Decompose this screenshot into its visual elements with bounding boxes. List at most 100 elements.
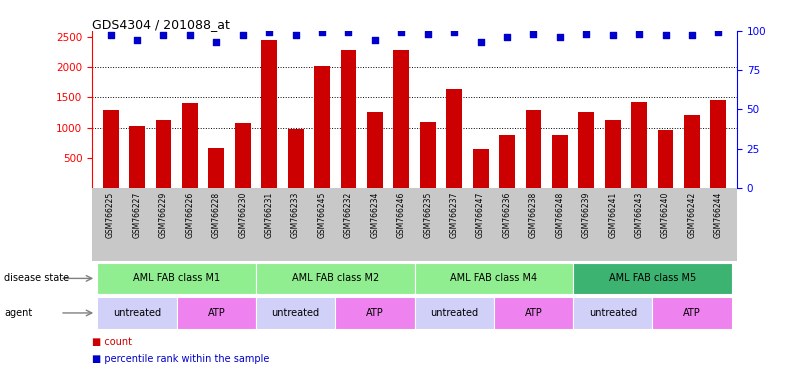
Text: untreated: untreated — [113, 308, 161, 318]
Text: GSM766242: GSM766242 — [687, 192, 697, 238]
Text: GSM766228: GSM766228 — [211, 192, 221, 238]
Bar — [605, 120, 621, 188]
Text: AML FAB class M2: AML FAB class M2 — [292, 273, 379, 283]
Bar — [98, 297, 177, 328]
Text: GSM766240: GSM766240 — [661, 192, 670, 238]
Point — [659, 32, 672, 38]
Text: GSM766244: GSM766244 — [714, 192, 723, 238]
Text: AML FAB class M4: AML FAB class M4 — [450, 273, 537, 283]
Bar — [336, 297, 415, 328]
Bar — [256, 263, 415, 294]
Text: GSM766237: GSM766237 — [449, 192, 459, 238]
Text: GSM766230: GSM766230 — [238, 192, 248, 238]
Bar — [103, 110, 119, 188]
Bar — [710, 100, 727, 188]
Bar — [420, 122, 436, 188]
Bar — [631, 101, 647, 188]
Text: ■ count: ■ count — [92, 337, 132, 347]
Point — [104, 32, 117, 38]
Point — [633, 31, 646, 37]
Bar — [367, 112, 383, 188]
Point — [236, 32, 249, 38]
Point — [289, 32, 302, 38]
Point — [606, 32, 619, 38]
Point — [474, 39, 487, 45]
Text: GSM766247: GSM766247 — [476, 192, 485, 238]
Bar — [393, 50, 409, 188]
Point — [131, 37, 143, 43]
Point — [712, 29, 725, 35]
Bar — [261, 40, 277, 188]
Bar — [573, 263, 731, 294]
Text: GSM766246: GSM766246 — [396, 192, 406, 238]
Text: GSM766236: GSM766236 — [502, 192, 512, 238]
Bar — [415, 263, 573, 294]
Text: untreated: untreated — [272, 308, 320, 318]
Point — [210, 39, 223, 45]
Bar — [182, 103, 198, 188]
Point — [686, 32, 698, 38]
Text: untreated: untreated — [589, 308, 637, 318]
Bar — [578, 112, 594, 188]
Text: GSM766241: GSM766241 — [608, 192, 618, 238]
Text: agent: agent — [4, 308, 32, 318]
Point — [263, 29, 276, 35]
Text: untreated: untreated — [430, 308, 478, 318]
Text: GSM766233: GSM766233 — [291, 192, 300, 238]
Text: ATP: ATP — [525, 308, 542, 318]
Bar — [129, 126, 145, 188]
Text: GSM766248: GSM766248 — [555, 192, 565, 238]
Bar — [684, 115, 700, 188]
Text: GSM766245: GSM766245 — [317, 192, 327, 238]
Bar — [525, 110, 541, 188]
Text: ■ percentile rank within the sample: ■ percentile rank within the sample — [92, 354, 269, 364]
Text: GSM766234: GSM766234 — [370, 192, 380, 238]
Bar — [98, 263, 256, 294]
Bar — [415, 297, 493, 328]
Bar — [155, 120, 171, 188]
Text: AML FAB class M5: AML FAB class M5 — [609, 273, 696, 283]
Bar — [473, 149, 489, 188]
Bar — [340, 50, 356, 188]
Point — [421, 31, 434, 37]
Text: ATP: ATP — [207, 308, 225, 318]
Point — [342, 29, 355, 35]
Bar — [499, 136, 515, 188]
Point — [316, 29, 328, 35]
Point — [553, 34, 566, 40]
Bar — [658, 130, 674, 188]
Point — [527, 31, 540, 37]
Text: ATP: ATP — [366, 308, 384, 318]
Point — [501, 34, 513, 40]
Bar — [288, 129, 304, 188]
Text: GSM766226: GSM766226 — [185, 192, 195, 238]
Bar — [552, 136, 568, 188]
Bar — [446, 89, 462, 188]
Text: GSM766232: GSM766232 — [344, 192, 353, 238]
Bar — [208, 147, 224, 188]
Text: ATP: ATP — [683, 308, 701, 318]
Text: GSM766239: GSM766239 — [582, 192, 591, 238]
Text: GSM766235: GSM766235 — [423, 192, 433, 238]
Bar — [652, 297, 731, 328]
Text: GSM766231: GSM766231 — [264, 192, 274, 238]
Point — [157, 32, 170, 38]
Text: disease state: disease state — [4, 273, 69, 283]
Point — [448, 29, 461, 35]
Bar — [256, 297, 336, 328]
Text: GDS4304 / 201088_at: GDS4304 / 201088_at — [92, 18, 230, 31]
Bar — [573, 297, 652, 328]
Point — [395, 29, 408, 35]
Text: GSM766243: GSM766243 — [634, 192, 644, 238]
Point — [580, 31, 593, 37]
Bar — [177, 297, 256, 328]
Point — [368, 37, 381, 43]
Bar — [493, 297, 573, 328]
Text: AML FAB class M1: AML FAB class M1 — [133, 273, 220, 283]
Bar — [314, 66, 330, 188]
Text: GSM766227: GSM766227 — [132, 192, 142, 238]
Text: GSM766225: GSM766225 — [106, 192, 115, 238]
Text: GSM766229: GSM766229 — [159, 192, 168, 238]
Point — [183, 32, 196, 38]
Bar — [235, 123, 251, 188]
